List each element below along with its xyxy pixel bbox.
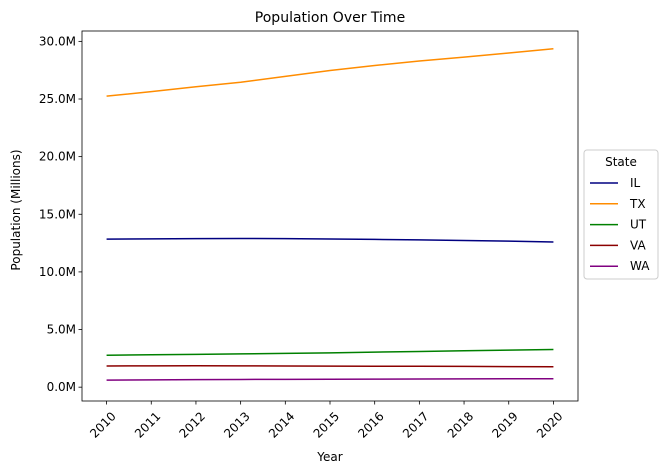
x-tick-label: 2013 <box>221 409 252 440</box>
x-tick-label: 2010 <box>87 409 118 440</box>
legend-label-wa: WA <box>630 259 650 273</box>
legend-label-va: VA <box>630 238 646 252</box>
x-tick-label: 2015 <box>311 409 342 440</box>
x-tick-label: 2018 <box>445 409 476 440</box>
series-line-tx <box>106 48 554 97</box>
legend-label-tx: TX <box>629 197 646 211</box>
y-tick-label: 0.0M <box>47 380 76 394</box>
y-tick-label: 25.0M <box>39 92 76 106</box>
y-tick-label: 30.0M <box>39 34 76 48</box>
chart-title: Population Over Time <box>255 10 405 26</box>
x-tick-label: 2016 <box>355 409 386 440</box>
legend: State IL TX UT VA WA <box>583 149 659 280</box>
series-line-wa <box>106 378 554 381</box>
series-line-va <box>106 364 554 368</box>
legend-title: State <box>605 155 637 169</box>
y-tick-label: 15.0M <box>39 207 76 221</box>
series-lines <box>106 48 554 381</box>
y-tick-label: 5.0M <box>47 323 76 337</box>
y-axis-label: Population (Millions) <box>9 149 23 270</box>
x-tick-label: 2019 <box>489 409 520 440</box>
x-tick-label: 2020 <box>534 409 565 440</box>
x-tick-label: 2012 <box>177 409 208 440</box>
y-tick-label: 10.0M <box>39 265 76 279</box>
x-axis-label: Year <box>316 450 342 464</box>
y-tick-label: 20.0M <box>39 150 76 164</box>
legend-label-il: IL <box>630 176 641 190</box>
x-tick-label: 2011 <box>132 409 163 440</box>
legend-label-ut: UT <box>630 218 647 232</box>
series-line-il <box>106 237 554 243</box>
x-tick-label: 2017 <box>400 409 431 440</box>
plot-frame <box>81 30 579 402</box>
x-tick-label: 2014 <box>266 409 297 440</box>
series-line-ut <box>106 348 554 356</box>
